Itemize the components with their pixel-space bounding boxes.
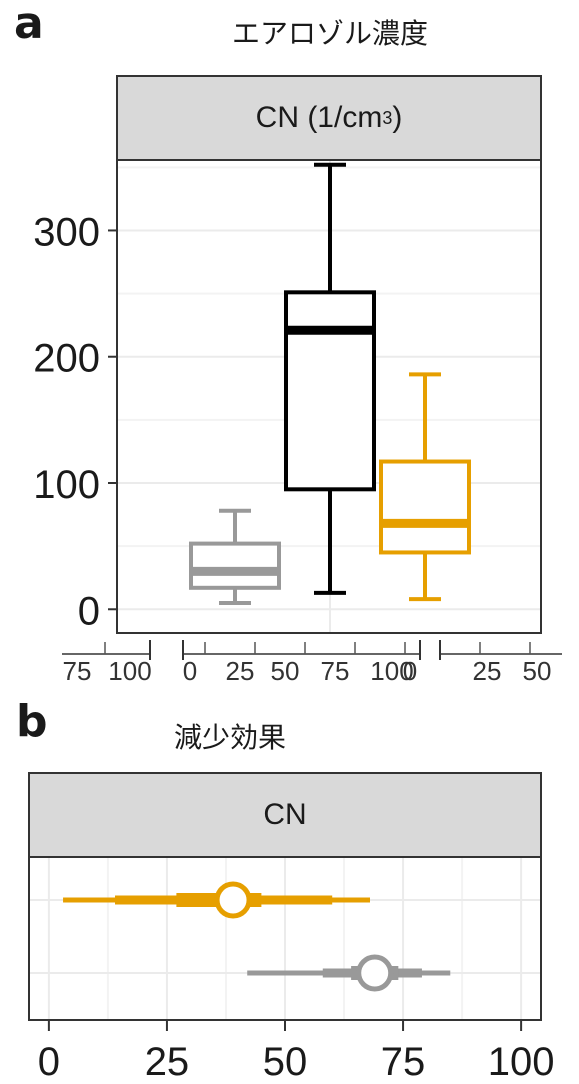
a-box-iqr [284,290,376,492]
a-clipped-axis-label: 0 [183,656,197,686]
a-clipped-axis-label: 75 [321,656,350,686]
panel-b-letter: b [16,696,48,747]
a-y-tick-label: 300 [33,210,100,254]
panel-a-strip-prefix: CN (1/cm [255,101,383,134]
a-box-iqr [189,541,281,590]
a-y-tick-label: 200 [33,337,100,381]
a-clipped-axis-label: 0 [403,656,417,686]
a-clipped-axis-label: 75 [63,656,92,686]
b-point-estimate [356,954,394,992]
b-x-tick-label: 100 [488,1040,555,1084]
panel-a-letter: a [14,0,44,49]
panel-a-title: エアロゾル濃度 [231,17,428,50]
panel-b-strip: CN [28,772,542,858]
a-clipped-axis-label: 100 [370,656,413,686]
panel-a-strip-superscript: 3 [382,107,393,128]
b-x-tick-label: 50 [263,1040,308,1084]
b-x-tick-label: 0 [38,1040,60,1084]
panel-a-strip-suffix: ) [392,101,403,134]
a-clipped-axis-label: 50 [523,656,552,686]
panel-b-title: 減少効果 [173,721,286,754]
panel-a-strip: CN (1/cm 3) [116,75,542,161]
b-x-tick-label: 75 [381,1040,426,1084]
b-x-tick-label: 25 [145,1040,190,1084]
a-y-tick-label: 100 [33,463,100,507]
a-y-tick-label: 0 [78,589,100,633]
a-box-iqr [379,459,471,555]
a-clipped-axis-label: 100 [108,656,151,686]
b-point-estimate [214,881,252,919]
a-clipped-axis-label: 25 [226,656,255,686]
a-clipped-axis-label: 50 [271,656,300,686]
a-clipped-axis-label: 25 [473,656,502,686]
